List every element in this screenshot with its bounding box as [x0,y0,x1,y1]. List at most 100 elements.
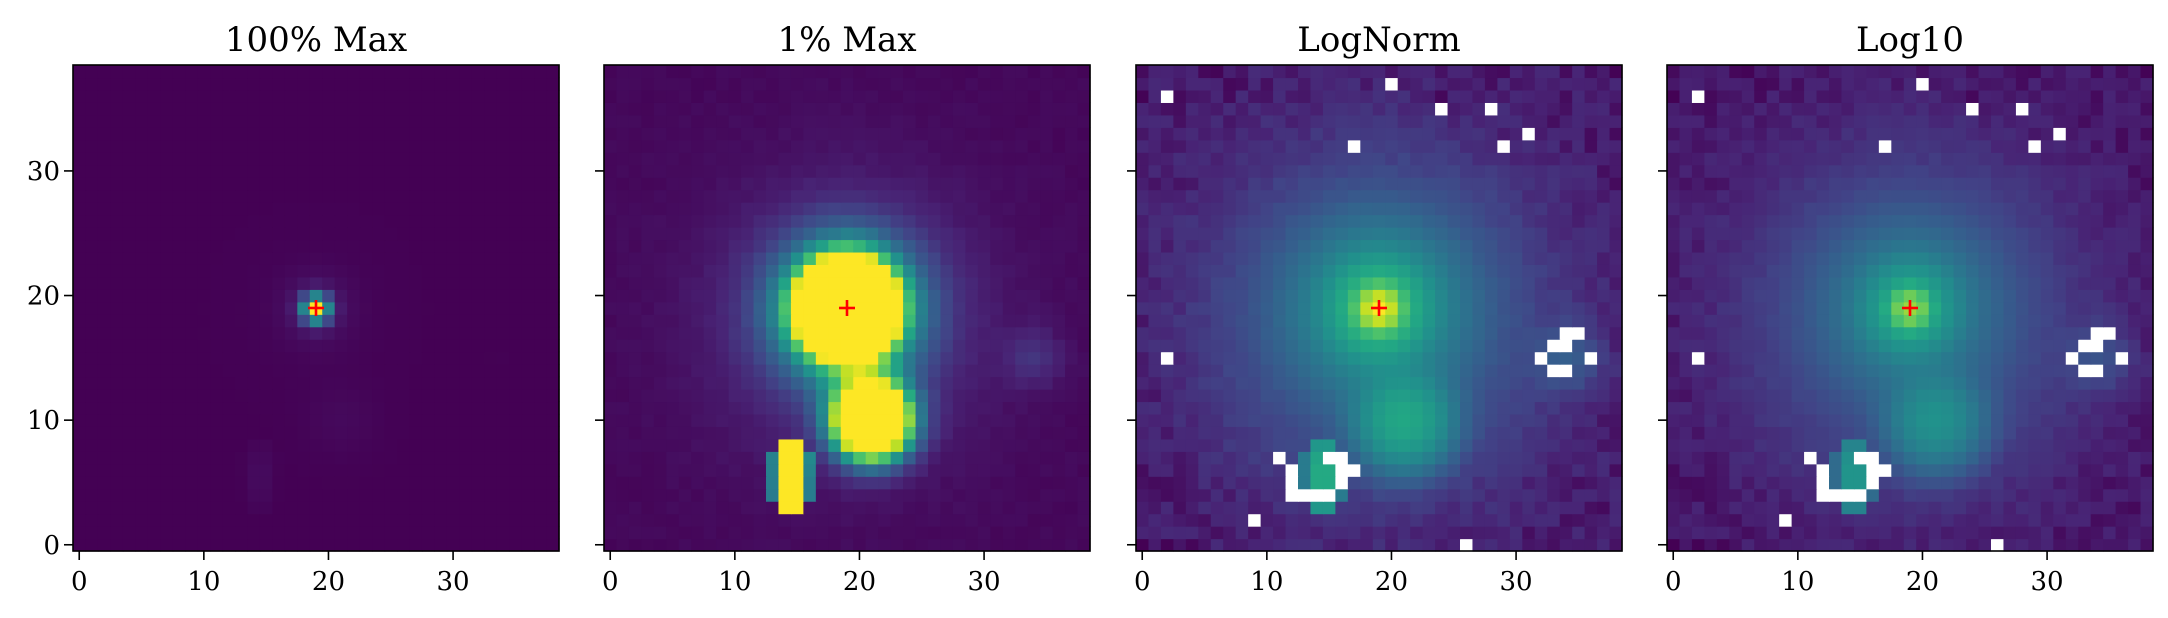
heatmap-cell [259,77,273,91]
heatmap-cell [509,351,523,365]
heatmap-cell [616,488,630,502]
heatmap-cell [2065,526,2079,540]
heatmap-cell [247,538,261,552]
heatmap-cell [604,239,618,253]
heatmap-cell [434,276,448,290]
heatmap-cell [122,227,136,241]
heatmap-cell [1667,426,1681,440]
heatmap-cell [940,351,954,365]
heatmap-cell [1716,426,1730,440]
heatmap-cell [297,513,311,527]
heatmap-cell [1572,476,1586,490]
heatmap-cell [1572,339,1586,353]
heatmap-cell [197,339,211,353]
heatmap-cell [952,526,966,540]
heatmap-cell [1248,426,1262,440]
heatmap-cell [322,314,336,328]
heatmap-cell [1435,152,1449,166]
heatmap-cell [1223,339,1237,353]
heatmap-cell [1322,364,1336,378]
heatmap-cell [1916,488,1930,502]
heatmap-cell [1185,538,1199,552]
heatmap-cell [828,139,842,153]
heatmap-cell [1435,251,1449,265]
heatmap-cell [1691,451,1705,465]
heatmap-cell [1422,227,1436,241]
heatmap-cell [790,438,804,452]
heatmap-cell [110,314,124,328]
heatmap-cell [1015,89,1029,103]
heatmap-cell [691,538,705,552]
heatmap-cell [716,364,730,378]
heatmap-cell [110,152,124,166]
heatmap-cell [741,114,755,128]
heatmap-cell [2040,488,2054,502]
heatmap-cell [1547,202,1561,216]
heatmap-cell [421,164,435,178]
heatmap-cell [678,276,692,290]
heatmap-cell [1198,189,1212,203]
heatmap-cell [509,114,523,128]
heatmap-cell [97,451,111,465]
heatmap-cell [1347,264,1361,278]
heatmap-cell [1185,214,1199,228]
heatmap-cell [890,364,904,378]
heatmap-cell [915,426,929,440]
heatmap-cell [1160,152,1174,166]
heatmap-cell [534,501,548,515]
heatmap-cell [1248,301,1262,315]
heatmap-cell [546,65,560,79]
heatmap-cell [1027,89,1041,103]
heatmap-cell [1160,301,1174,315]
heatmap-cell [1260,77,1274,91]
heatmap-cell [1572,438,1586,452]
heatmap-cell [421,401,435,415]
heatmap-cell [197,538,211,552]
heatmap-cell [122,326,136,340]
heatmap-cell [1173,239,1187,253]
heatmap-cell [235,488,249,502]
heatmap-cell [1260,189,1274,203]
heatmap-cell [397,463,411,477]
heatmap-cell [534,301,548,315]
heatmap-cell [1966,538,1980,552]
heatmap-cell [691,364,705,378]
heatmap-cell [890,438,904,452]
heatmap-cell [1547,501,1561,515]
heatmap-cell [1547,451,1561,465]
heatmap-cell [334,513,348,527]
heatmap-cell [160,376,174,390]
heatmap-cell [2015,451,2029,465]
heatmap-cell [421,77,435,91]
heatmap-cell [1397,326,1411,340]
heatmap-cell [1447,413,1461,427]
heatmap-cell [1559,65,1573,79]
heatmap-cell [915,139,929,153]
heatmap-cell [2040,538,2054,552]
heatmap-cell [1410,513,1424,527]
heatmap-cell [604,513,618,527]
heatmap-cell [521,139,535,153]
heatmap-cell [741,413,755,427]
heatmap-cell [653,339,667,353]
heatmap-cell [1447,239,1461,253]
heatmap-cell [1298,476,1312,490]
heatmap-cell [546,513,560,527]
heatmap-cell [384,401,398,415]
heatmap-cell [803,389,817,403]
heatmap-cell [1597,351,1611,365]
heatmap-cell [496,276,510,290]
heatmap-cell [1941,438,1955,452]
heatmap-cell [865,314,879,328]
heatmap-cell [210,314,224,328]
heatmap-cell [1235,326,1249,340]
heatmap-cell [1235,152,1249,166]
heatmap-cell [1298,139,1312,153]
heatmap-cell [521,127,535,141]
heatmap-cell [484,451,498,465]
heatmap-cell [272,89,286,103]
heatmap-cell [2078,538,2092,552]
heatmap-cell [641,488,655,502]
heatmap-cell [1285,351,1299,365]
heatmap-cell [1015,314,1029,328]
